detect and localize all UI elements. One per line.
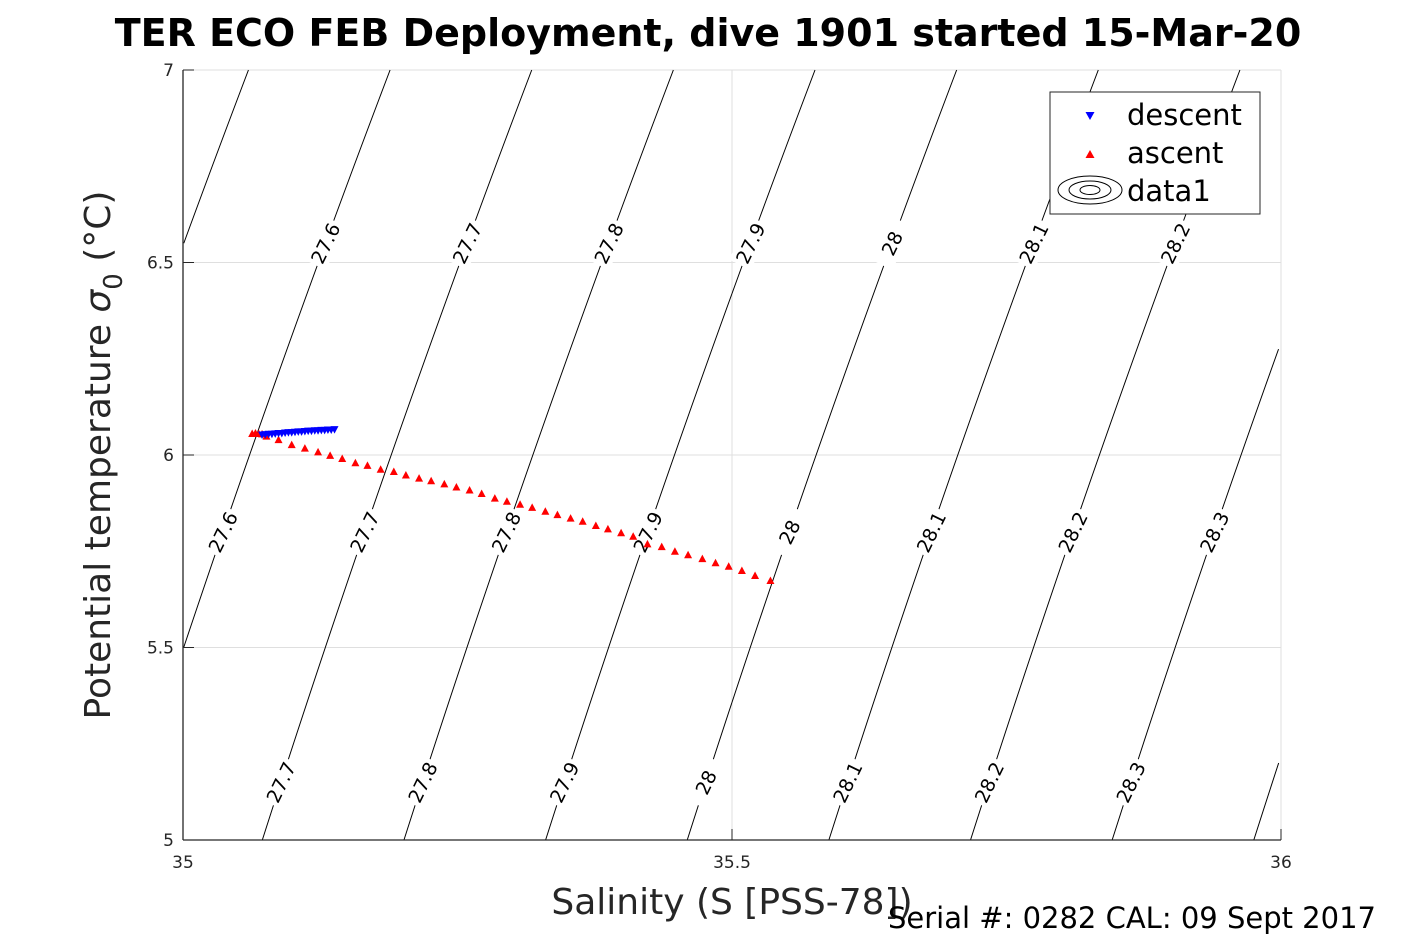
ascent-point [751, 571, 760, 580]
ascent-point [528, 503, 537, 511]
ascent-point [643, 539, 652, 548]
legend: descent ascent data1 [1049, 91, 1261, 215]
contour-label-mask [445, 216, 489, 271]
ascent-point [477, 489, 486, 497]
y-axis-label: Potential temperature σ0 (°C) [78, 191, 129, 720]
contour-label-mask [201, 505, 245, 559]
ascent-point [737, 566, 746, 574]
chart-title: TER ECO FEB Deployment, dive 1901 starte… [115, 11, 1302, 55]
ascent-point [724, 562, 733, 570]
serial-cal-footer: Serial #: 0282 CAL: 09 Sept 2017 [888, 901, 1376, 935]
y-axis-label-symbol: σ [78, 289, 119, 313]
ascent-point [465, 486, 474, 494]
ascent-point [603, 524, 612, 533]
ascent-series [248, 429, 775, 585]
ascent-point [363, 461, 372, 469]
legend-contour-icon [1057, 175, 1123, 205]
ascent-point [684, 550, 693, 559]
contour-label-mask [304, 216, 347, 271]
ascent-point [766, 576, 775, 585]
y-axis-label-subscript: 0 [99, 273, 129, 290]
y-tick-label: 6 [163, 446, 174, 466]
ascent-point [502, 497, 511, 505]
contour-label-mask [587, 216, 631, 271]
ascent-point [300, 444, 309, 452]
x-axis-label: Salinity (S [PSS-78]) [551, 882, 912, 923]
descent-point [330, 426, 339, 434]
ascent-point [617, 528, 626, 537]
contour-label-mask [684, 755, 728, 810]
contour-label-mask [542, 755, 586, 810]
y-tick-label: 6.5 [147, 254, 174, 274]
contour-label-mask [401, 755, 444, 810]
y-axis-label-suffix: (°C) [78, 191, 119, 274]
contour-line-28 [686, 69, 958, 841]
ascent-point [338, 454, 347, 462]
contour-label-mask [1153, 216, 1197, 271]
legend-descent-marker-icon [1085, 112, 1095, 120]
contour-line-27.9 [545, 69, 816, 841]
ascent-point [274, 435, 283, 444]
ascent-point [657, 542, 666, 551]
ascent-point [629, 532, 638, 540]
legend-label-ascent: ascent [1127, 136, 1223, 170]
ascent-point [591, 521, 600, 529]
contour-label-mask [1051, 505, 1095, 559]
contour-line-28.3 [1111, 348, 1280, 841]
ascent-point [351, 458, 360, 467]
contour-line-28.4 [1253, 762, 1280, 841]
contour-label-mask [1193, 505, 1236, 559]
ascent-point [578, 517, 587, 525]
ascent-point [516, 500, 525, 508]
contour-label-mask [1109, 755, 1153, 810]
contour-label-mask [343, 505, 386, 559]
ascent-point [553, 510, 562, 519]
contour-label-mask [1012, 216, 1055, 271]
descent-series [258, 426, 339, 439]
ascent-point [287, 440, 296, 449]
ascent-point [452, 482, 461, 491]
ascent-point [711, 558, 720, 567]
x-tick-label: 35 [172, 853, 194, 873]
ascent-point [541, 507, 550, 515]
ascent-point [490, 494, 499, 502]
ascent-point [670, 547, 679, 555]
contour-label-mask [967, 755, 1011, 810]
y-tick-label: 5 [163, 831, 174, 851]
ascent-point [376, 465, 385, 473]
contour-line-27.8 [403, 69, 674, 841]
ascent-point [415, 474, 424, 482]
contour-label-mask [870, 216, 914, 271]
contour-label-mask [826, 755, 869, 810]
ascent-point [326, 451, 335, 459]
contour-label-mask [909, 505, 953, 559]
ascent-point [440, 479, 449, 488]
ascent-point [389, 467, 398, 476]
ascent-point [566, 514, 575, 522]
ascent-point [314, 447, 323, 456]
ascent-point [427, 476, 436, 485]
contour-line-27.7 [261, 69, 533, 841]
contour-label-mask [626, 505, 670, 559]
x-tick-label: 35.5 [713, 853, 751, 873]
legend-ascent-marker-icon [1085, 150, 1095, 158]
y-axis-ticks: 5 5.5 6 6.5 7 [147, 61, 194, 851]
y-tick-label: 7 [163, 61, 174, 81]
x-tick-label: 36 [1270, 853, 1292, 873]
contour-label-mask [484, 505, 528, 559]
x-axis-ticks: 35 35.5 36 [172, 829, 1292, 873]
legend-label-descent: descent [1127, 98, 1242, 132]
legend-label-data1: data1 [1127, 174, 1211, 208]
y-axis-label-prefix: Potential temperature [78, 313, 119, 720]
ascent-point [698, 554, 707, 563]
contour-label-mask [768, 505, 811, 559]
contour-line-27.5 [183, 69, 249, 244]
contour-label-mask [259, 755, 303, 810]
y-tick-label: 5.5 [147, 639, 174, 659]
ascent-point [401, 471, 410, 479]
contour-label-mask [729, 216, 772, 271]
